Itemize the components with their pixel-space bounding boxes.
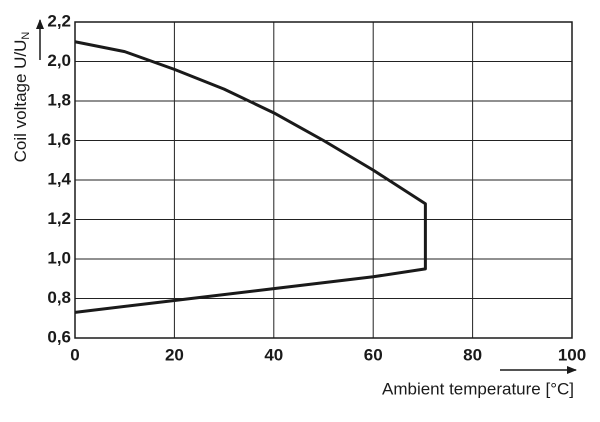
y-tick-label: 2,2 <box>47 11 71 30</box>
y-tick-label: 1,4 <box>47 169 71 188</box>
y-axis-label-main: Coil voltage U/U <box>11 40 30 163</box>
y-tick-label: 2,0 <box>47 51 71 70</box>
x-tick-label: 60 <box>364 345 383 364</box>
y-tick-label: 1,6 <box>47 130 71 149</box>
y-tick-label: 0,8 <box>47 288 71 307</box>
y-tick-label: 1,0 <box>47 248 71 267</box>
data-line <box>74 40 427 314</box>
x-axis-label: Ambient temperature [°C] <box>382 379 574 398</box>
y-axis-label-subscript: N <box>20 32 32 40</box>
y-tick-label: 1,2 <box>47 209 71 228</box>
x-tick-label: 80 <box>463 345 482 364</box>
x-tick-label: 40 <box>264 345 283 364</box>
x-tick-label: 0 <box>70 345 79 364</box>
plot-frame <box>74 21 573 339</box>
y-tick-label: 1,8 <box>47 90 71 109</box>
y-axis-label: Coil voltage U/UN <box>11 32 31 163</box>
x-tick-label: 100 <box>558 345 586 364</box>
x-tick-label: 20 <box>165 345 184 364</box>
y-tick-label: 0,6 <box>47 327 71 346</box>
